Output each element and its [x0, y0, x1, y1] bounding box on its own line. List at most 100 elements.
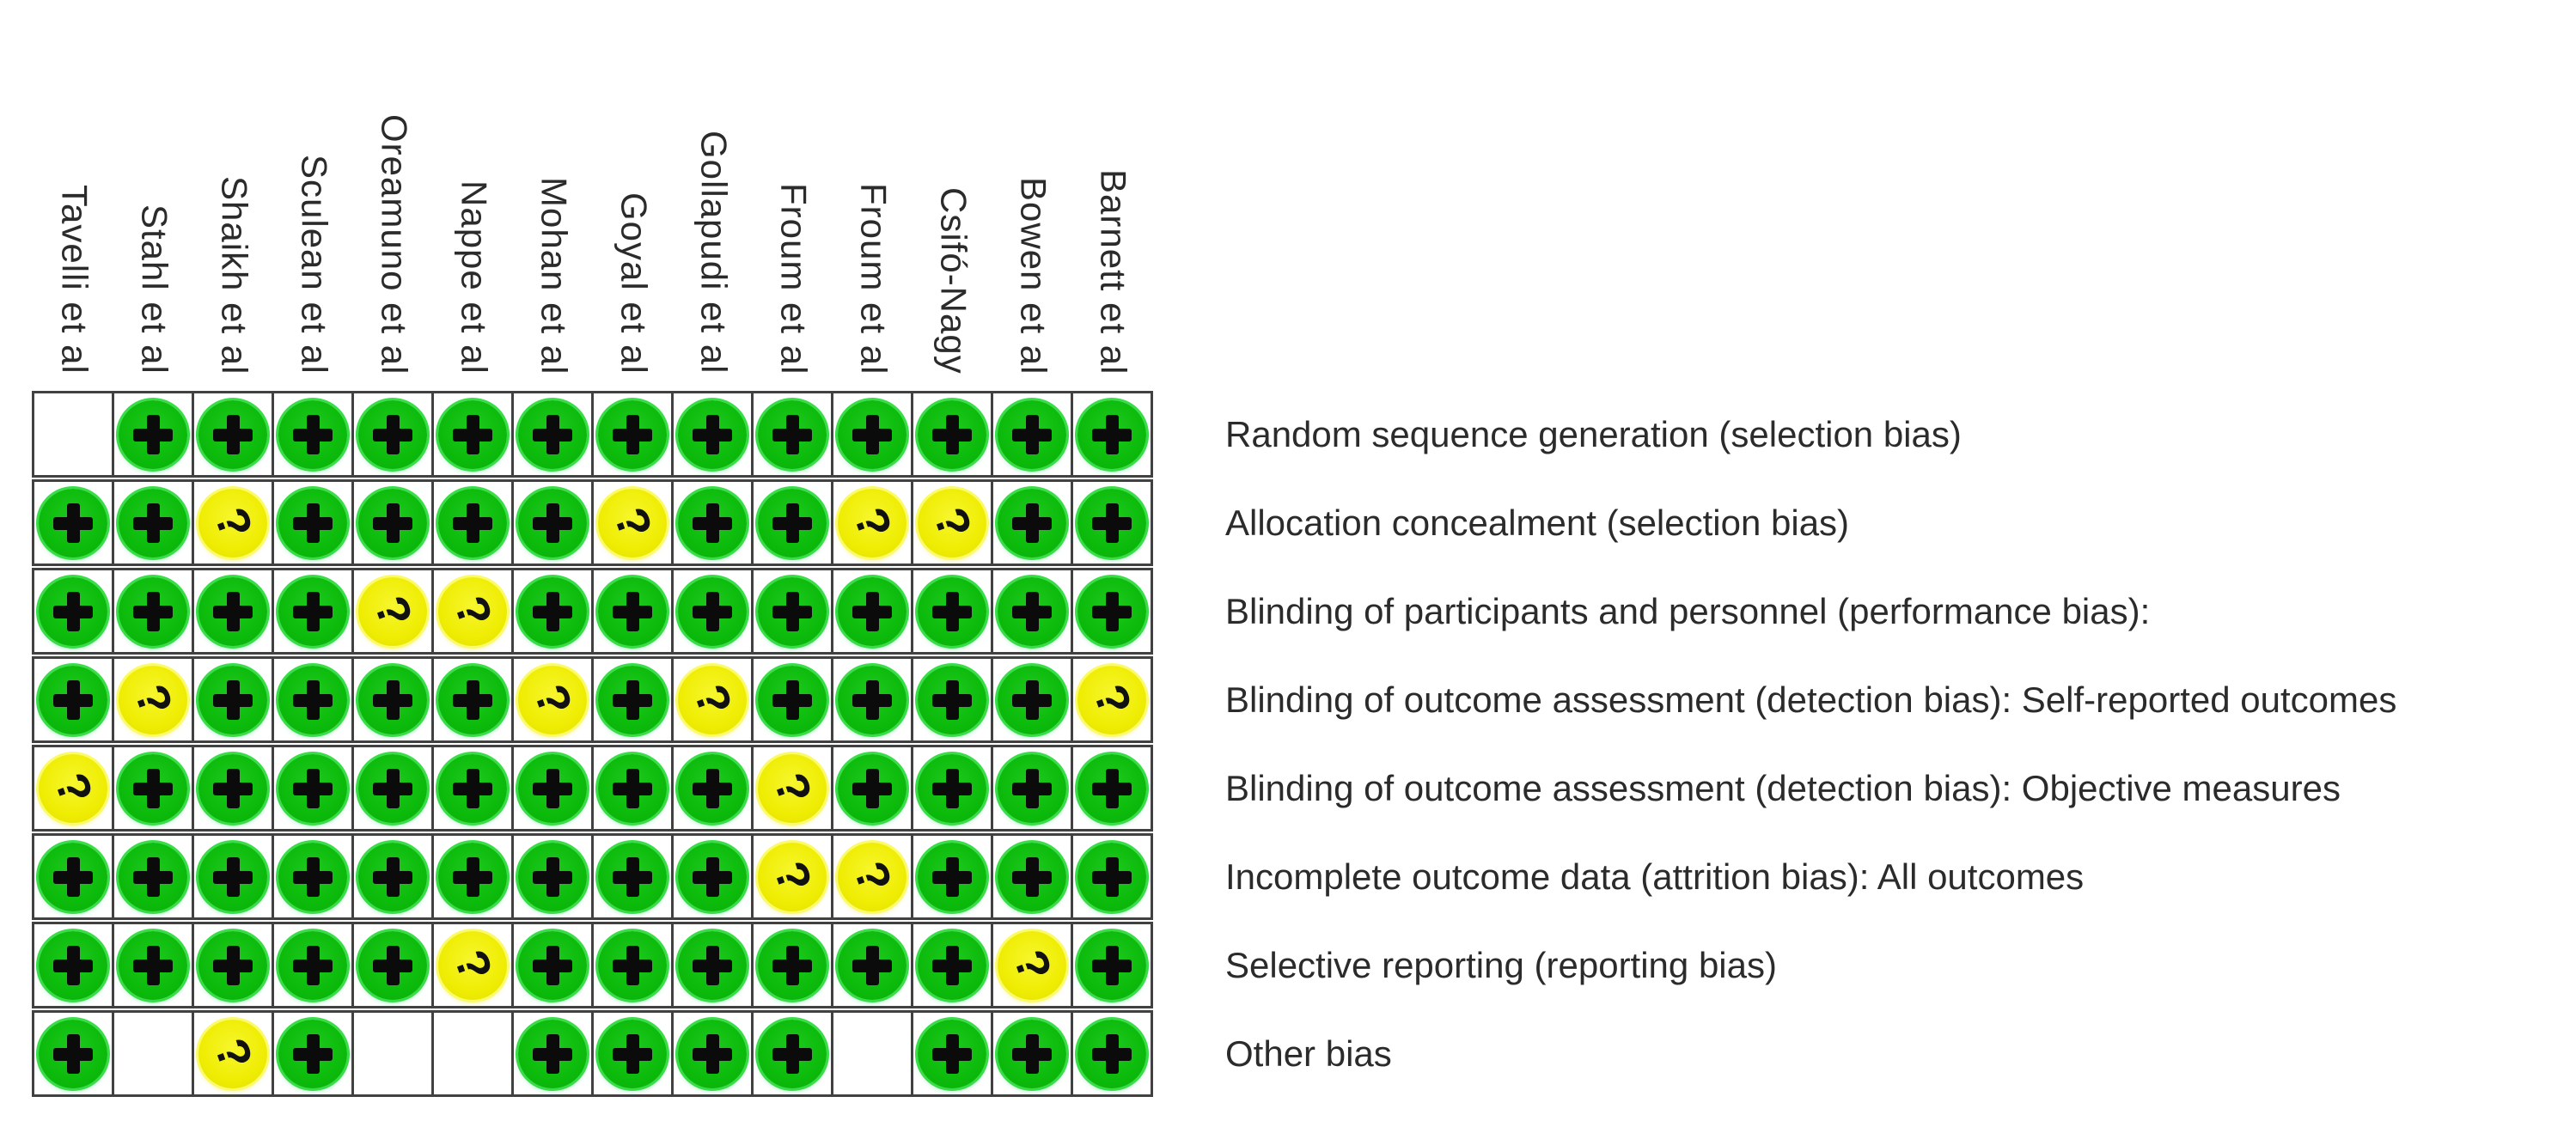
- yellow-question-icon: ?: [198, 488, 267, 557]
- grid-row: ?? Selective reporting (reporting bias): [32, 922, 2396, 1008]
- risk-cell: [594, 393, 674, 475]
- risk-cell: [274, 570, 354, 652]
- risk-cell: ?: [114, 659, 194, 740]
- grid-row: ?? Blinding of outcome assessment (detect…: [32, 745, 2396, 832]
- plus-symbol: [1012, 414, 1052, 454]
- risk-cell: [1073, 836, 1151, 917]
- domain-label: Allocation concealment (selection bias): [1225, 502, 1850, 543]
- risk-cell: [194, 659, 274, 740]
- risk-cell: [674, 482, 754, 564]
- risk-cell: ?: [754, 747, 833, 829]
- green-plus-icon: [1077, 1019, 1146, 1088]
- risk-cell: ?: [913, 482, 993, 564]
- study-label: Csifó-Nagy: [933, 187, 974, 375]
- green-plus-icon: [518, 576, 587, 646]
- plus-symbol: [613, 679, 652, 720]
- plus-symbol: [213, 945, 253, 985]
- green-plus-icon: [678, 399, 747, 469]
- risk-cell: ?: [754, 836, 833, 917]
- green-plus-icon: [358, 665, 427, 734]
- green-plus-icon: [1077, 488, 1146, 557]
- study-column: Gollapudi et al: [674, 0, 754, 385]
- plus-symbol: [613, 856, 652, 897]
- plus-symbol: [772, 1033, 812, 1074]
- green-plus-icon: [598, 399, 667, 469]
- study-column: Tavelli et al: [34, 0, 114, 385]
- green-plus-icon: [998, 665, 1066, 734]
- grid-row: ? Other bias: [32, 1010, 2396, 1097]
- rob-grid: Random sequence generation (selection bi…: [32, 391, 2396, 1099]
- green-plus-icon: [1077, 930, 1146, 1000]
- risk-cell: [274, 836, 354, 917]
- risk-cell: [913, 836, 993, 917]
- risk-cell: [114, 1013, 194, 1094]
- plus-symbol: [53, 856, 93, 897]
- green-plus-icon: [758, 930, 827, 1000]
- green-plus-icon: [278, 842, 347, 911]
- yellow-question-icon: ?: [518, 665, 587, 734]
- risk-cell: [354, 482, 434, 564]
- risk-cell: [833, 747, 913, 829]
- study-label: Tavelli et al: [54, 185, 95, 375]
- risk-cell: [1073, 747, 1151, 829]
- green-plus-icon: [119, 842, 187, 911]
- domain-label: Incomplete outcome data (attrition bias)…: [1225, 856, 2085, 897]
- risk-cell: [194, 570, 274, 652]
- green-plus-icon: [838, 399, 906, 469]
- green-plus-icon: [518, 399, 587, 469]
- plus-symbol: [533, 768, 572, 808]
- risk-cell: [993, 659, 1073, 740]
- study-label: Goyal et al: [613, 192, 655, 375]
- risk-cell: [913, 924, 993, 1006]
- studies-header: Tavelli et al Stahl et al Shaikh et al Scul…: [34, 0, 1153, 385]
- yellow-question-icon: ?: [838, 488, 906, 557]
- plus-symbol: [1092, 856, 1132, 897]
- plus-symbol: [293, 768, 333, 808]
- plus-symbol: [453, 768, 492, 808]
- plus-symbol: [932, 768, 972, 808]
- plus-symbol: [533, 1033, 572, 1074]
- plus-symbol: [852, 768, 892, 808]
- green-plus-icon: [918, 665, 986, 734]
- green-plus-icon: [358, 488, 427, 557]
- green-plus-icon: [278, 665, 347, 734]
- risk-cell: [354, 836, 434, 917]
- green-plus-icon: [518, 753, 587, 823]
- risk-cell: ?: [194, 1013, 274, 1094]
- risk-cell: [993, 747, 1073, 829]
- risk-cell: ?: [833, 482, 913, 564]
- study-column: Barnett et al: [1073, 0, 1153, 385]
- green-plus-icon: [39, 842, 107, 911]
- risk-cell: ?: [993, 924, 1073, 1006]
- green-plus-icon: [598, 842, 667, 911]
- risk-cell: [1073, 924, 1151, 1006]
- plus-symbol: [772, 503, 812, 543]
- green-plus-icon: [838, 576, 906, 646]
- green-plus-icon: [438, 488, 507, 557]
- risk-cell: [1073, 570, 1151, 652]
- plus-symbol: [1092, 503, 1132, 543]
- green-plus-icon: [39, 930, 107, 1000]
- risk-cell: ?: [674, 659, 754, 740]
- plus-symbol: [293, 503, 333, 543]
- plus-symbol: [693, 414, 732, 454]
- question-symbol: ?: [1003, 942, 1061, 988]
- plus-symbol: [133, 856, 173, 897]
- risk-cell: [993, 393, 1073, 475]
- plus-symbol: [693, 591, 732, 631]
- risk-cell: [434, 1013, 514, 1094]
- risk-cell: [594, 570, 674, 652]
- green-plus-icon: [278, 576, 347, 646]
- green-plus-icon: [438, 399, 507, 469]
- study-column: Froum et al: [833, 0, 913, 385]
- plus-symbol: [932, 1033, 972, 1074]
- risk-cell: [514, 393, 594, 475]
- yellow-question-icon: ?: [758, 753, 827, 823]
- risk-cell: [114, 393, 194, 475]
- risk-cell: ?: [34, 747, 114, 829]
- plus-symbol: [133, 591, 173, 631]
- green-plus-icon: [678, 488, 747, 557]
- risk-cell: [674, 836, 754, 917]
- risk-cell: [674, 924, 754, 1006]
